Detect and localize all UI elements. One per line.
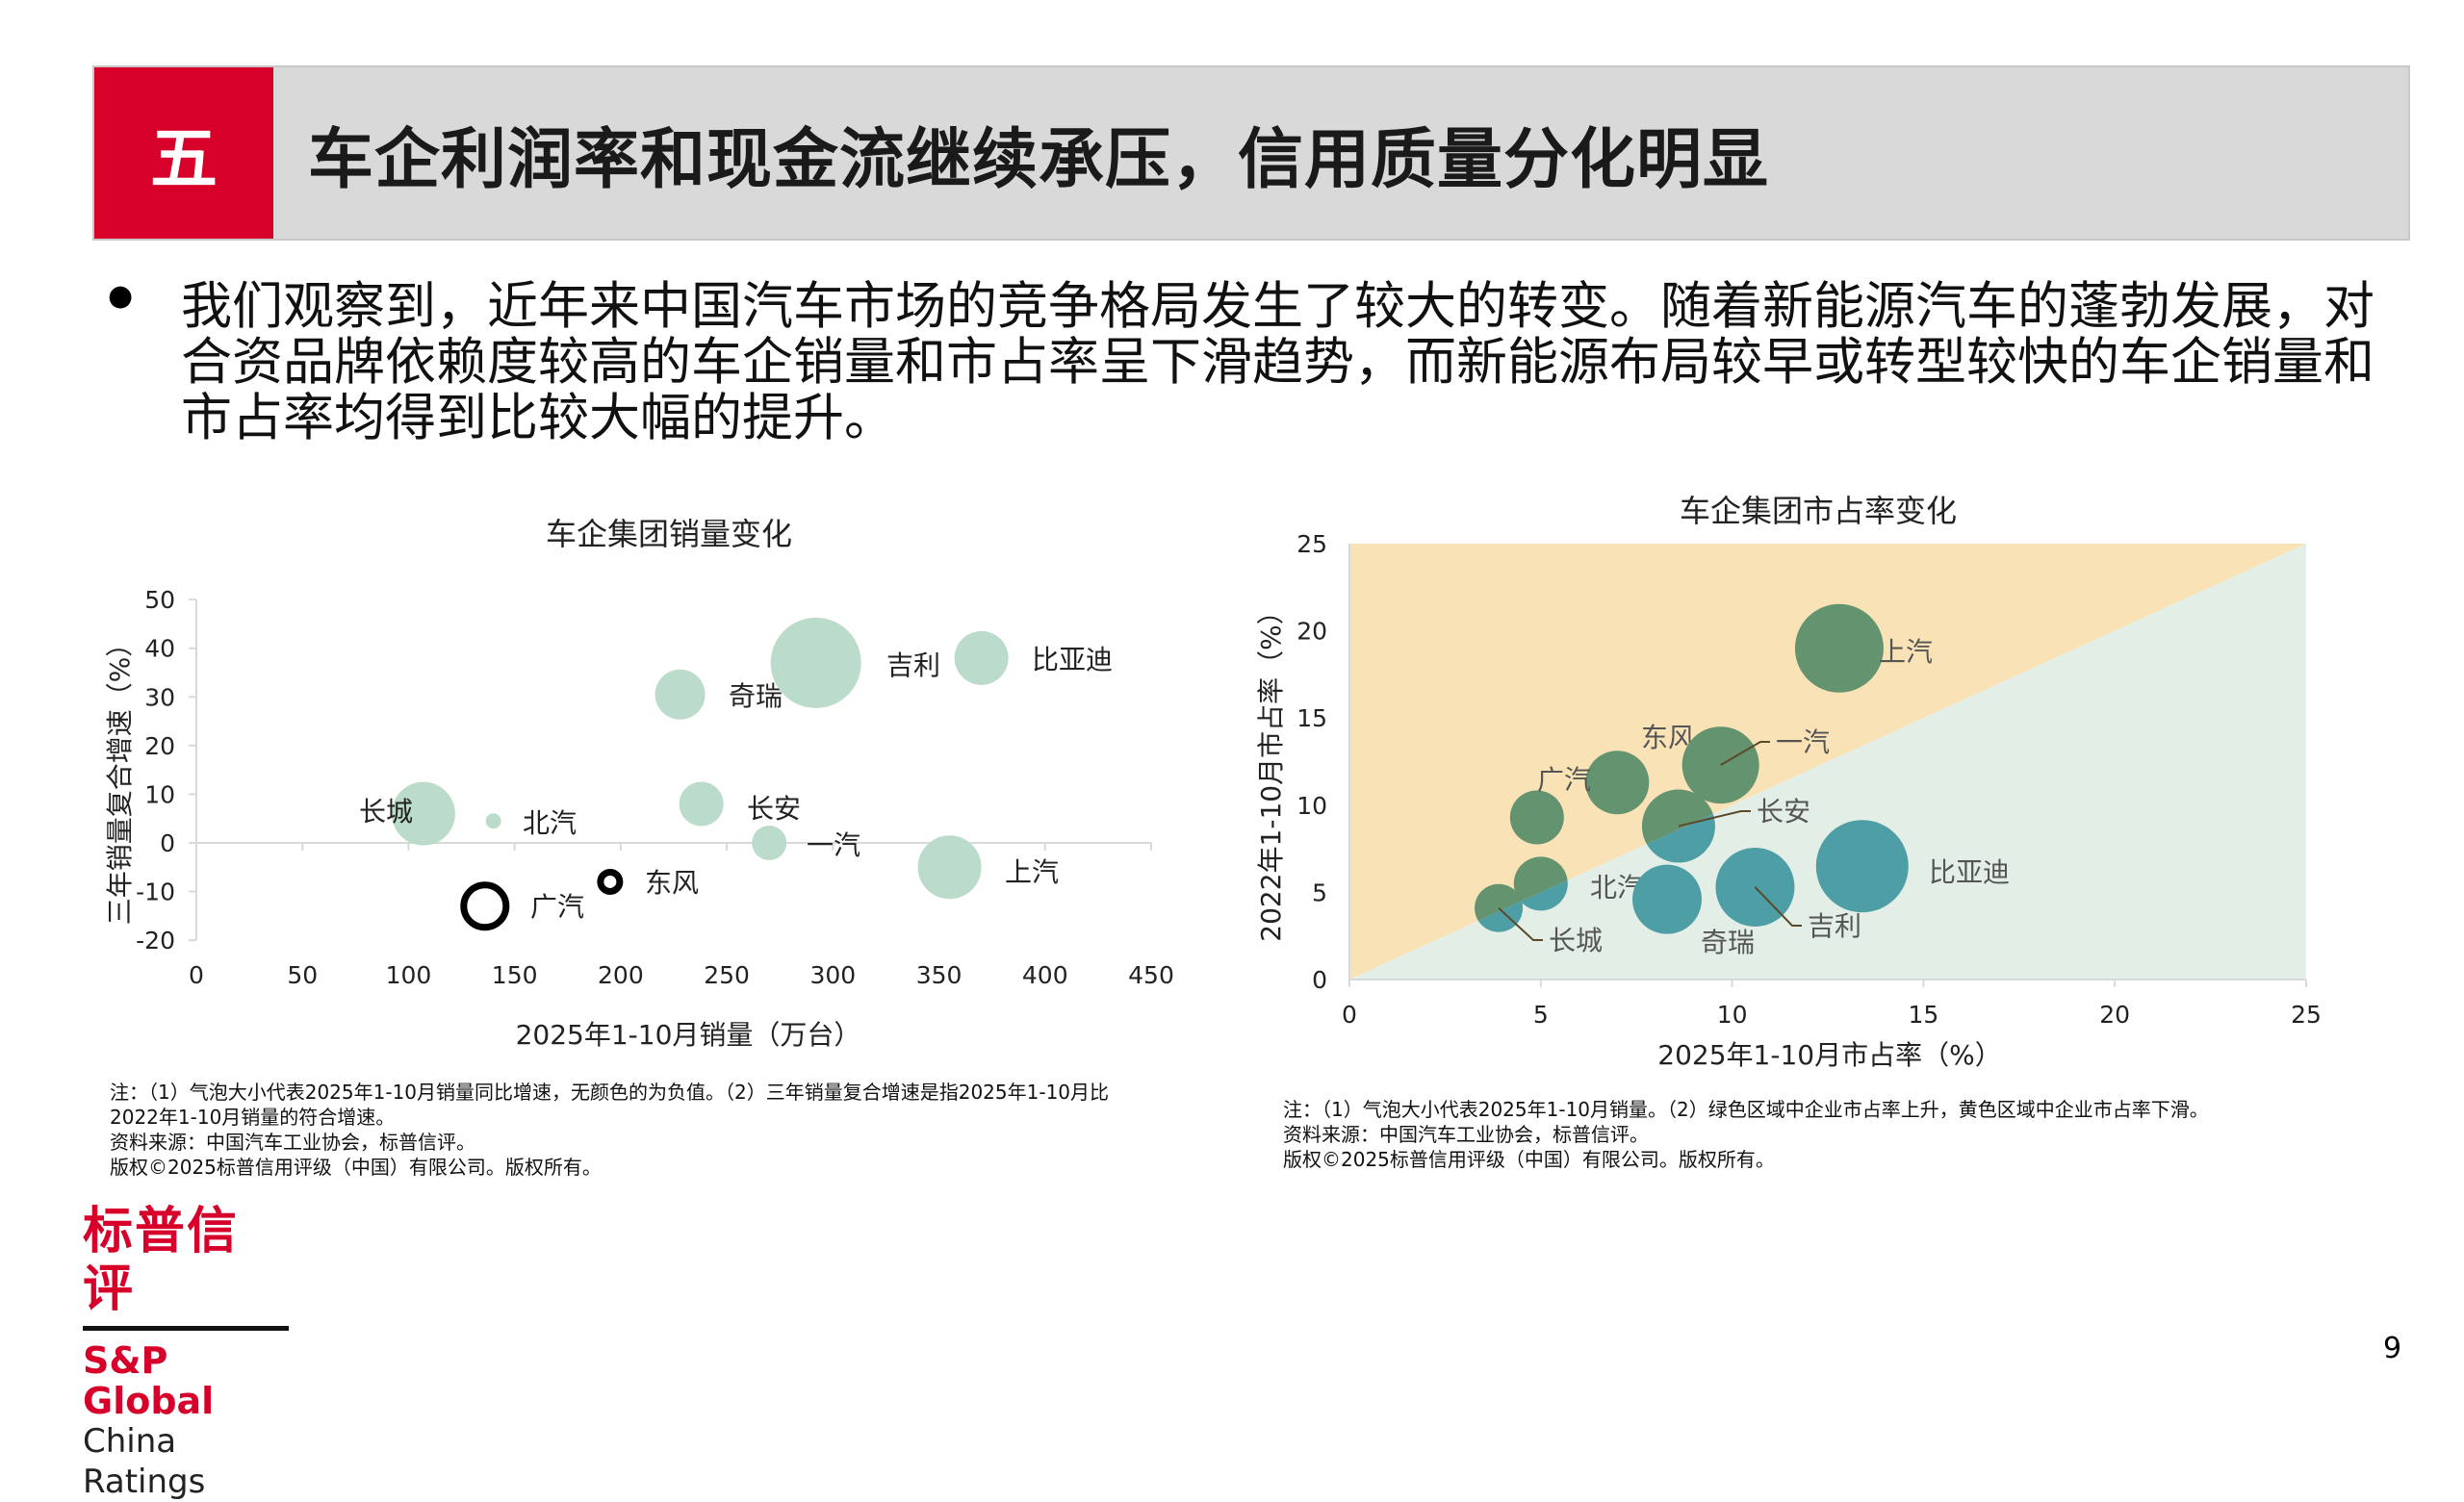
bubble-上汽-upper (1794, 603, 1884, 693)
bubble-label: 北汽 (523, 807, 577, 839)
x-tick-label: 400 (1022, 961, 1068, 989)
y-tick-label: -10 (136, 878, 175, 906)
y-tick-label: 20 (144, 732, 175, 760)
bullet-text: 我们观察到，近年来中国汽车市场的竞争格局发生了较大的转变。随着新能源汽车的蓬勃发… (181, 277, 2374, 447)
x-tick-label: 450 (1128, 961, 1174, 989)
bubble-label: 东风 (645, 867, 699, 899)
company-logo: 标普信评 S&P Global China Ratings (83, 1203, 289, 1502)
bubble-label: 一汽 (807, 829, 860, 861)
x-tick-label: 15 (1908, 1001, 1938, 1029)
bubble-上汽 (917, 835, 982, 900)
notes-right: 注：（1）气泡大小代表2025年1-10月销量。（2）绿色区域中企业市占率上升，… (1283, 1097, 2390, 1172)
logo-cn: 标普信评 (83, 1203, 240, 1318)
x-tick-label: 100 (386, 961, 432, 989)
bubble-奇瑞-lower (1632, 864, 1703, 934)
note-line: 版权©2025标普信用评级（中国）有限公司。版权所有。 (110, 1156, 602, 1179)
bubble-东风-upper (1585, 751, 1650, 815)
bubble-label: 上汽 (1879, 636, 1933, 668)
bubble-奇瑞 (654, 669, 706, 720)
bubble-label: 广汽 (530, 891, 584, 923)
bubble-比亚迪 (954, 630, 1009, 685)
x-tick-label: 250 (704, 961, 750, 989)
bubble-label: 上汽 (1005, 856, 1059, 888)
page-number: 9 (2383, 1332, 2402, 1365)
notes-left: 注：（1）气泡大小代表2025年1-10月销量同比增速，无颜色的为负值。（2）三… (110, 1080, 1217, 1180)
bullet-icon: ● (108, 279, 134, 313)
bubble-label: 比亚迪 (1929, 856, 2010, 888)
bubble-label: 吉利 (886, 649, 940, 681)
x-tick-label: 0 (189, 961, 204, 989)
bubble-label: 东风 (1641, 722, 1695, 753)
bubble-广汽 (460, 881, 510, 931)
leader-line (1754, 886, 1802, 927)
section-header: 五 车企利润率和现金流继续承压，信用质量分化明显 (92, 65, 2410, 241)
page-title: 车企利润率和现金流继续承压，信用质量分化明显 (308, 121, 1770, 198)
bubble-label: 奇瑞 (1701, 927, 1755, 958)
y-tick-label: 0 (1312, 966, 1327, 994)
y-axis-title: 三年销量复合增速（%） (104, 630, 136, 926)
bubble-比亚迪-lower (1815, 820, 1909, 913)
leader-line (1498, 906, 1543, 941)
y-axis-title: 2022年1-10月市占率（%） (1255, 598, 1287, 941)
bubble-一汽 (752, 826, 787, 860)
y-tick-label: 25 (1296, 530, 1327, 558)
x-tick-label: 350 (916, 961, 962, 989)
note-line: 2022年1-10月销量的符合增速。 (110, 1106, 396, 1129)
x-tick-label: 20 (2099, 1001, 2130, 1029)
rise-area (1349, 544, 2306, 980)
y-tick-label: 10 (1296, 792, 1327, 820)
x-tick-label: 50 (287, 961, 318, 989)
section-number: 五 (94, 67, 273, 239)
y-tick-label: 40 (144, 635, 175, 663)
x-tick-label: 150 (492, 961, 538, 989)
leader-line (1678, 810, 1751, 827)
note-line: 注：（1）气泡大小代表2025年1-10月销量。（2）绿色区域中企业市占率上升，… (1283, 1098, 2209, 1121)
logo-en: S&P Global (83, 1339, 215, 1422)
note-line: 资料来源：中国汽车工业协会，标普信评。 (1283, 1123, 1649, 1146)
y-tick-label: 15 (1296, 704, 1327, 732)
bubble-一汽-upper (1681, 726, 1759, 804)
bubble-吉利 (770, 617, 861, 708)
x-tick-label: 0 (1342, 1001, 1357, 1029)
bubble-长安 (679, 781, 724, 827)
bubble-label: 比亚迪 (1032, 644, 1113, 675)
bubble-label: 长城 (359, 796, 413, 827)
chart-title: 车企集团市占率变化 (1680, 493, 1957, 529)
logo-divider (83, 1326, 289, 1331)
bubble-北汽 (485, 813, 501, 829)
bubble-label: 长安 (747, 793, 801, 825)
note-line: 版权©2025标普信用评级（中国）有限公司。版权所有。 (1283, 1148, 1775, 1171)
bubble-长城 (391, 781, 455, 846)
bubble-label: 吉利 (1808, 910, 1861, 942)
chart-title: 车企集团销量变化 (546, 516, 792, 552)
y-tick-label: 5 (1312, 878, 1327, 906)
bubble-label: 广汽 (1537, 764, 1591, 796)
y-tick-label: 30 (144, 683, 175, 711)
y-tick-label: 0 (160, 829, 175, 857)
bubble-label: 长城 (1549, 925, 1603, 956)
bubble-广汽-upper (1509, 790, 1564, 845)
leader-line (1720, 741, 1770, 766)
y-tick-label: 10 (144, 780, 175, 808)
bubble-label: 奇瑞 (729, 680, 783, 712)
x-tick-label: 5 (1533, 1001, 1549, 1029)
y-tick-label: 50 (144, 586, 175, 614)
note-line: 资料来源：中国汽车工业协会，标普信评。 (110, 1131, 475, 1154)
bubble-label: 长安 (1757, 796, 1810, 827)
x-tick-label: 300 (809, 961, 856, 989)
x-axis-title: 2025年1-10月市占率（%） (1657, 1039, 2001, 1071)
y-tick-label: 20 (1296, 618, 1327, 646)
note-line: 注：（1）气泡大小代表2025年1-10月销量同比增速，无颜色的为负值。（2）三… (110, 1081, 1110, 1104)
bubble-东风 (597, 868, 624, 895)
x-axis-title: 2025年1-10月销量（万台） (516, 1019, 861, 1051)
logo-sub: China Ratings (83, 1422, 206, 1501)
x-tick-label: 10 (1717, 1001, 1748, 1029)
y-tick-label: -20 (136, 927, 175, 955)
x-tick-label: 200 (598, 961, 644, 989)
x-tick-label: 25 (2291, 1001, 2322, 1029)
bubble-label: 一汽 (1776, 726, 1830, 758)
market-share-chart: 车企集团市占率变化 0 5 10 15 20 25 25 20 15 10 5 0 2025年1-10月市… (1255, 493, 2322, 1071)
